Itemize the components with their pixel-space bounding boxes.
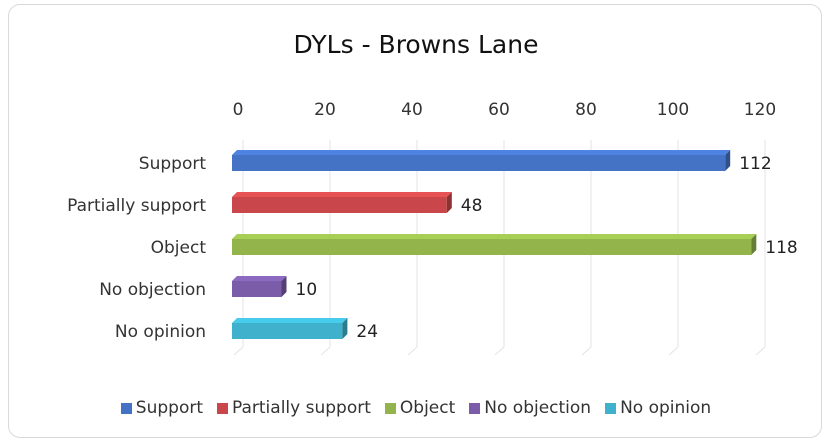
legend-item: Support — [120, 398, 203, 418]
gridline-floor — [581, 346, 592, 356]
bar — [232, 318, 348, 339]
x-tick-label: 60 — [488, 100, 510, 120]
legend-swatch — [605, 402, 617, 414]
gridline-floor — [494, 346, 505, 356]
x-tick-label: 20 — [314, 100, 336, 120]
data-label: 118 — [765, 238, 797, 258]
gridline-floor — [233, 346, 244, 356]
chart-title: DYLs - Browns Lane — [293, 30, 539, 59]
legend-item: Object — [384, 398, 456, 418]
data-label: 24 — [356, 322, 378, 342]
gridline-floor — [668, 346, 679, 356]
legend-swatch — [469, 402, 481, 414]
chart-frame — [8, 4, 822, 438]
gridline-floor — [407, 346, 418, 356]
legend-swatch — [384, 402, 396, 414]
x-tick-label: 100 — [657, 100, 689, 120]
category-label: No objection — [99, 280, 206, 300]
legend-label: Support — [135, 398, 203, 418]
x-tick-label: 120 — [744, 100, 776, 120]
legend-label: No objection — [484, 398, 592, 418]
x-tick-label: 80 — [575, 100, 597, 120]
category-label: Object — [151, 238, 207, 258]
chart-legend: Support Partially support Object No objecti… — [0, 398, 832, 418]
gridline-floor — [755, 346, 766, 356]
category-label: Support — [139, 154, 207, 174]
legend-label: Object — [399, 398, 456, 418]
data-label: 48 — [461, 196, 483, 216]
x-tick-label: 0 — [233, 100, 244, 120]
bar — [232, 234, 757, 255]
data-label: 112 — [739, 154, 771, 174]
legend-item: No objection — [469, 398, 591, 418]
data-label: 10 — [296, 280, 318, 300]
legend-label: Partially support — [232, 398, 371, 418]
legend-swatch — [120, 402, 132, 414]
legend-swatch — [217, 402, 228, 414]
legend-label: No opinion — [620, 398, 712, 418]
bar — [232, 276, 287, 297]
gridline-floor — [320, 346, 331, 356]
category-label: Partially support — [67, 196, 206, 216]
legend-item: No opinion — [605, 398, 711, 418]
legend-item: Partially support — [217, 398, 371, 418]
x-tick-label: 40 — [401, 100, 423, 120]
bar — [232, 150, 731, 171]
bar — [232, 192, 452, 213]
category-label: No opinion — [115, 322, 206, 342]
